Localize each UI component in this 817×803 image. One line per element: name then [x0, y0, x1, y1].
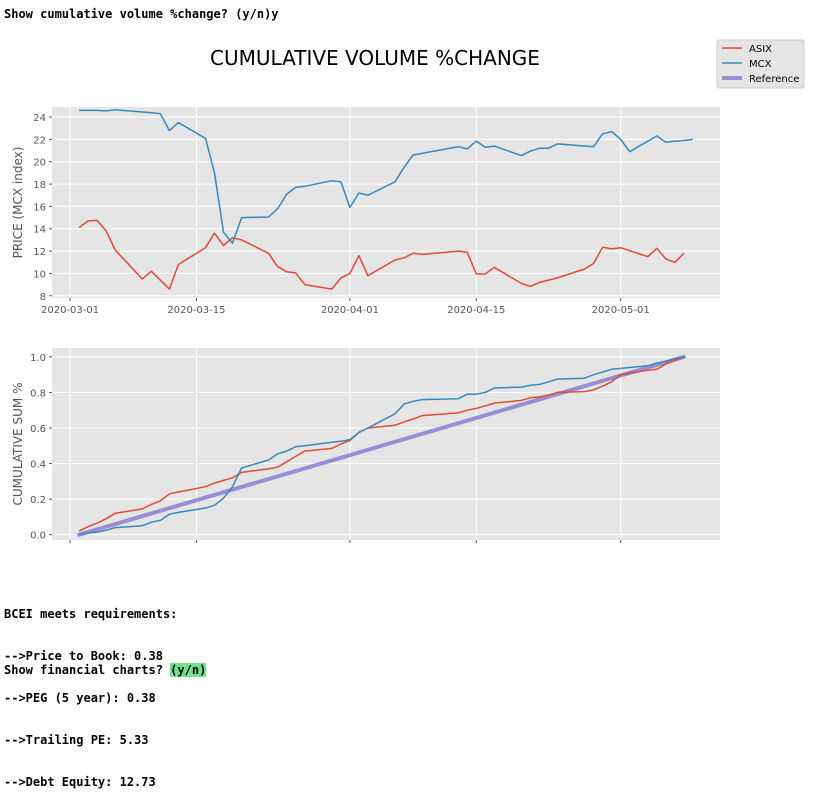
y-tick-label: 0.4 — [30, 460, 46, 471]
reference-series-line — [77, 354, 686, 537]
legend: ASIX MCX Reference — [716, 39, 805, 89]
y-tick-label: 0.0 — [30, 531, 46, 542]
mcx-series-line — [78, 356, 685, 536]
requirements-heading: BCEI meets requirements: — [4, 607, 178, 621]
x-tick-label: 2020-03-01 — [41, 305, 99, 316]
bottom-prompt-text: Show financial charts? — [4, 663, 171, 677]
x-tick-label: 2020-04-15 — [447, 547, 505, 548]
y-tick-label: 20 — [33, 158, 46, 169]
asix-series-line — [78, 219, 685, 290]
cumulative-chart: 2020-03-01 2020-03-15 2020-04-01 2020-04-15… — [11, 348, 720, 548]
y-tick-label: 18 — [33, 180, 46, 191]
top-prompt: Show cumulative volume %change? (y/n)y — [4, 7, 279, 21]
y-tick-label: 0.8 — [30, 388, 46, 399]
legend-mcx-label: MCX — [749, 59, 772, 70]
y-tick-label: 24 — [33, 113, 46, 124]
requirements-block: BCEI meets requirements: -->Price to Boo… — [4, 579, 177, 803]
mcx-series-line — [79, 109, 693, 245]
x-tick-label: 2020-03-15 — [167, 547, 225, 548]
x-tick-label: 2020-04-01 — [321, 305, 379, 316]
x-tick-label: 2020-05-01 — [592, 547, 650, 548]
price-chart: 2020-03-01 2020-03-15 2020-04-01 2020-04-15… — [11, 107, 720, 316]
price-to-book-line: -->Price to Book: 0.38 — [4, 649, 163, 663]
y-tick-label: 1.0 — [30, 353, 46, 364]
input-cursor-option[interactable]: (y/n) — [170, 663, 207, 677]
bottom-prompt: Show financial charts? (y/n) — [4, 663, 207, 677]
peg-line: -->PEG (5 year): 0.38 — [4, 691, 156, 705]
y-tick-label: 8 — [40, 292, 46, 303]
legend-reference-label: Reference — [749, 74, 799, 85]
volume-change-figure: CUMULATIVE VOLUME %CHANGE ASIX MCX Refer… — [11, 39, 805, 548]
trailing-pe-line: -->Trailing PE: 5.33 — [4, 733, 149, 747]
y-axis-label: CUMULATIVE SUM % — [11, 383, 25, 506]
y-tick-label: 14 — [33, 225, 46, 236]
x-tick-label: 2020-04-01 — [321, 547, 379, 548]
y-tick-label: 0.6 — [30, 424, 46, 435]
y-tick-label: 0.2 — [30, 495, 46, 506]
x-tick-label: 2020-04-15 — [447, 305, 505, 316]
y-tick-label: 10 — [33, 269, 46, 280]
x-tick-label: 2020-03-15 — [167, 305, 225, 316]
x-tick-label: 2020-05-01 — [592, 305, 650, 316]
debt-equity-line: -->Debt Equity: 12.73 — [4, 775, 156, 789]
y-tick-label: 12 — [33, 247, 46, 258]
figure-title: CUMULATIVE VOLUME %CHANGE — [210, 46, 540, 70]
legend-asix-label: ASIX — [749, 44, 772, 55]
y-tick-label: 16 — [33, 202, 46, 213]
y-axis-label: PRICE (MCX index) — [11, 147, 25, 259]
x-tick-label: 2020-03-01 — [41, 547, 99, 548]
y-tick-label: 22 — [33, 135, 46, 146]
plot-area — [52, 107, 720, 298]
